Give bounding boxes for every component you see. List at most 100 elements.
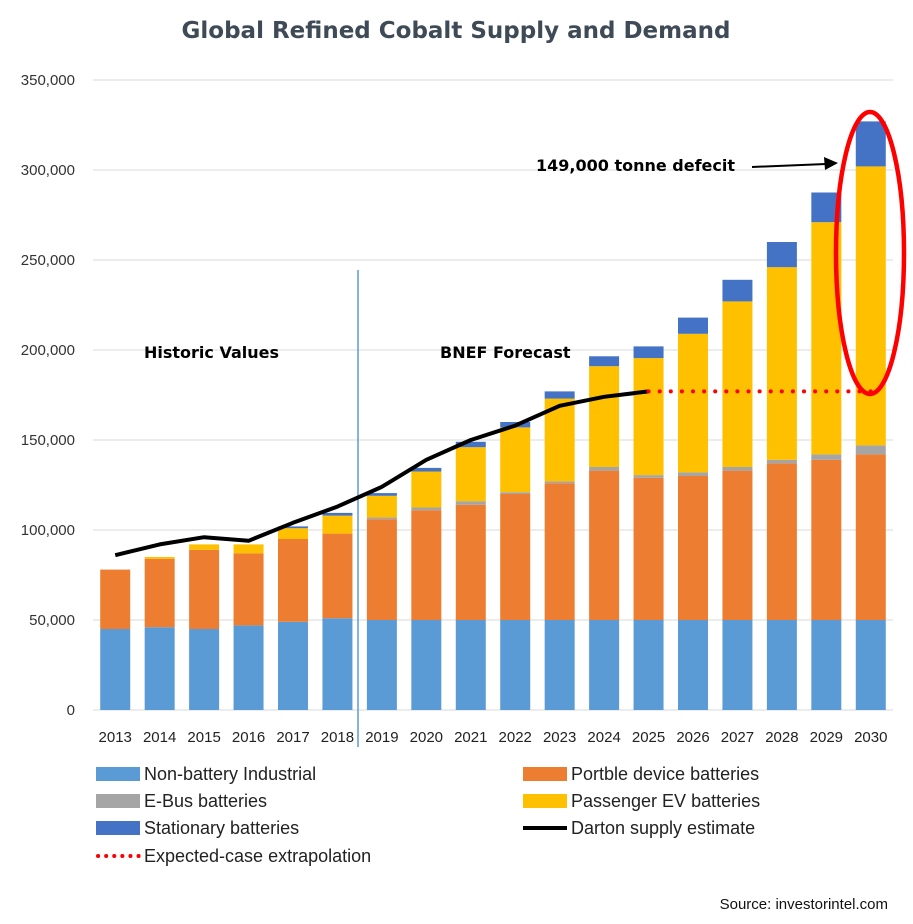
bar-non-battery-industrial-2018 [322,618,353,710]
x-tick-label: 2019 [365,729,398,746]
x-tick-label: 2017 [276,729,309,746]
chart-title: Global Refined Cobalt Supply and Demand [182,18,731,44]
legend: Non-battery Industrial Portble device bat… [96,764,760,866]
bar-stationary-batteries-2017 [278,526,308,529]
gridlines [93,79,893,711]
x-tick-label: 2020 [410,729,443,746]
bar-non-battery-industrial-2029 [811,620,842,710]
bar-passenger-ev-batteries-2014 [144,557,175,559]
bar-e-bus-batteries-2027 [722,467,753,471]
bar-portble-device-batteries-2027 [722,470,753,620]
bar-portble-device-batteries-2020 [411,510,442,620]
y-tick-label: 250,000 [21,252,75,269]
x-tick-label: 2024 [587,729,620,746]
bar-portble-device-batteries-2015 [189,549,220,629]
bar-e-bus-batteries-2026 [678,472,708,476]
bar-non-battery-industrial-2022 [500,620,531,710]
legend-label-e-bus-batteries: E-Bus batteries [144,791,267,811]
x-tick-label: 2016 [232,729,265,746]
legend-label-darton-supply-estimate: Darton supply estimate [571,818,755,838]
line-darton-supply-estimate [114,389,649,558]
bar-stationary-batteries-2023 [544,391,575,399]
legend-swatch-non-battery-industrial [96,767,140,781]
bar-passenger-ev-batteries-2024 [589,366,620,467]
bar-passenger-ev-batteries-2017 [278,528,308,539]
bar-portble-device-batteries-2016 [233,553,264,626]
bar-e-bus-batteries-2022 [500,492,531,494]
bar-e-bus-batteries-2029 [811,454,842,460]
bar-portble-device-batteries-2023 [544,483,575,620]
bar-non-battery-industrial-2024 [589,620,620,710]
bar-passenger-ev-batteries-2016 [233,544,264,554]
legend-label-portble-device-batteries: Portble device batteries [571,764,759,784]
bar-stationary-batteries-2020 [411,467,442,472]
bar-stationary-batteries-2021 [455,441,486,448]
bar-e-bus-batteries-2028 [766,459,797,464]
legend-swatch-stationary-batteries [96,821,140,835]
deficit-highlight-ellipse [833,109,907,397]
bar-non-battery-industrial-2020 [411,620,442,710]
bar-non-battery-industrial-2013 [100,629,131,710]
bar-non-battery-industrial-2023 [544,620,575,710]
legend-swatch-portble-device-batteries [523,767,567,781]
bar-non-battery-industrial-2016 [233,625,264,710]
y-tick-label: 350,000 [21,72,75,89]
bar-passenger-ev-batteries-2018 [322,515,353,534]
source-credit: Source: investorintel.com [720,896,888,913]
x-tick-label: 2013 [99,729,132,746]
bar-stationary-batteries-2019 [366,493,397,496]
y-axis: 0 50,000 100,000 150,000 200,000 250,000 300,0… [21,72,75,719]
bar-non-battery-industrial-2015 [189,629,220,710]
bar-stationary-batteries-2030 [855,121,886,167]
bar-portble-device-batteries-2019 [366,519,397,620]
y-tick-label: 50,000 [29,612,75,629]
bar-non-battery-industrial-2026 [678,620,708,710]
annotation-historic: Historic Values [144,343,279,362]
bar-passenger-ev-batteries-2028 [766,267,797,460]
legend-swatch-e-bus-batteries [96,794,140,808]
x-tick-label: 2030 [854,729,887,746]
bar-passenger-ev-batteries-2021 [455,447,486,502]
legend-swatch-passenger-ev-batteries [523,794,567,808]
bar-non-battery-industrial-2017 [278,621,308,710]
x-tick-label: 2025 [632,729,665,746]
bar-non-battery-industrial-2019 [366,620,397,710]
bar-stationary-batteries-2024 [589,356,620,367]
bar-portble-device-batteries-2021 [455,504,486,620]
x-tick-label: 2022 [499,729,532,746]
bar-non-battery-industrial-2028 [766,620,797,710]
y-tick-label: 100,000 [21,522,75,539]
bar-passenger-ev-batteries-2025 [633,358,664,476]
bar-stationary-batteries-2028 [766,242,797,268]
bar-portble-device-batteries-2014 [144,558,175,628]
bar-portble-device-batteries-2028 [766,463,797,620]
legend-label-expected-case-extrapolation: Expected-case extrapolation [144,846,371,866]
x-tick-label: 2023 [543,729,576,746]
annotation-deficit: 149,000 tonne defecit [536,156,735,175]
bar-non-battery-industrial-2030 [855,620,886,710]
y-tick-label: 200,000 [21,342,75,359]
bar-non-battery-industrial-2021 [455,620,486,710]
bar-stationary-batteries-2027 [722,279,753,302]
legend-label-non-battery-industrial: Non-battery Industrial [144,764,316,784]
bar-passenger-ev-batteries-2015 [189,544,220,550]
x-tick-label: 2021 [454,729,487,746]
bar-passenger-ev-batteries-2026 [678,333,708,473]
bars [100,121,886,710]
annotation-forecast: BNEF Forecast [440,343,571,362]
bar-e-bus-batteries-2021 [455,501,486,505]
deficit-arrow [751,157,838,170]
bar-non-battery-industrial-2014 [144,627,175,710]
bar-stationary-batteries-2025 [633,346,664,359]
bar-e-bus-batteries-2020 [411,507,442,511]
y-tick-label: 300,000 [21,162,75,179]
y-tick-label: 0 [67,702,75,719]
bar-portble-device-batteries-2030 [855,454,886,620]
legend-label-stationary-batteries: Stationary batteries [144,818,299,838]
x-tick-label: 2015 [187,729,220,746]
bar-passenger-ev-batteries-2019 [366,495,397,518]
bar-non-battery-industrial-2025 [633,620,664,710]
x-tick-label: 2026 [676,729,709,746]
bar-stationary-batteries-2026 [678,317,708,334]
